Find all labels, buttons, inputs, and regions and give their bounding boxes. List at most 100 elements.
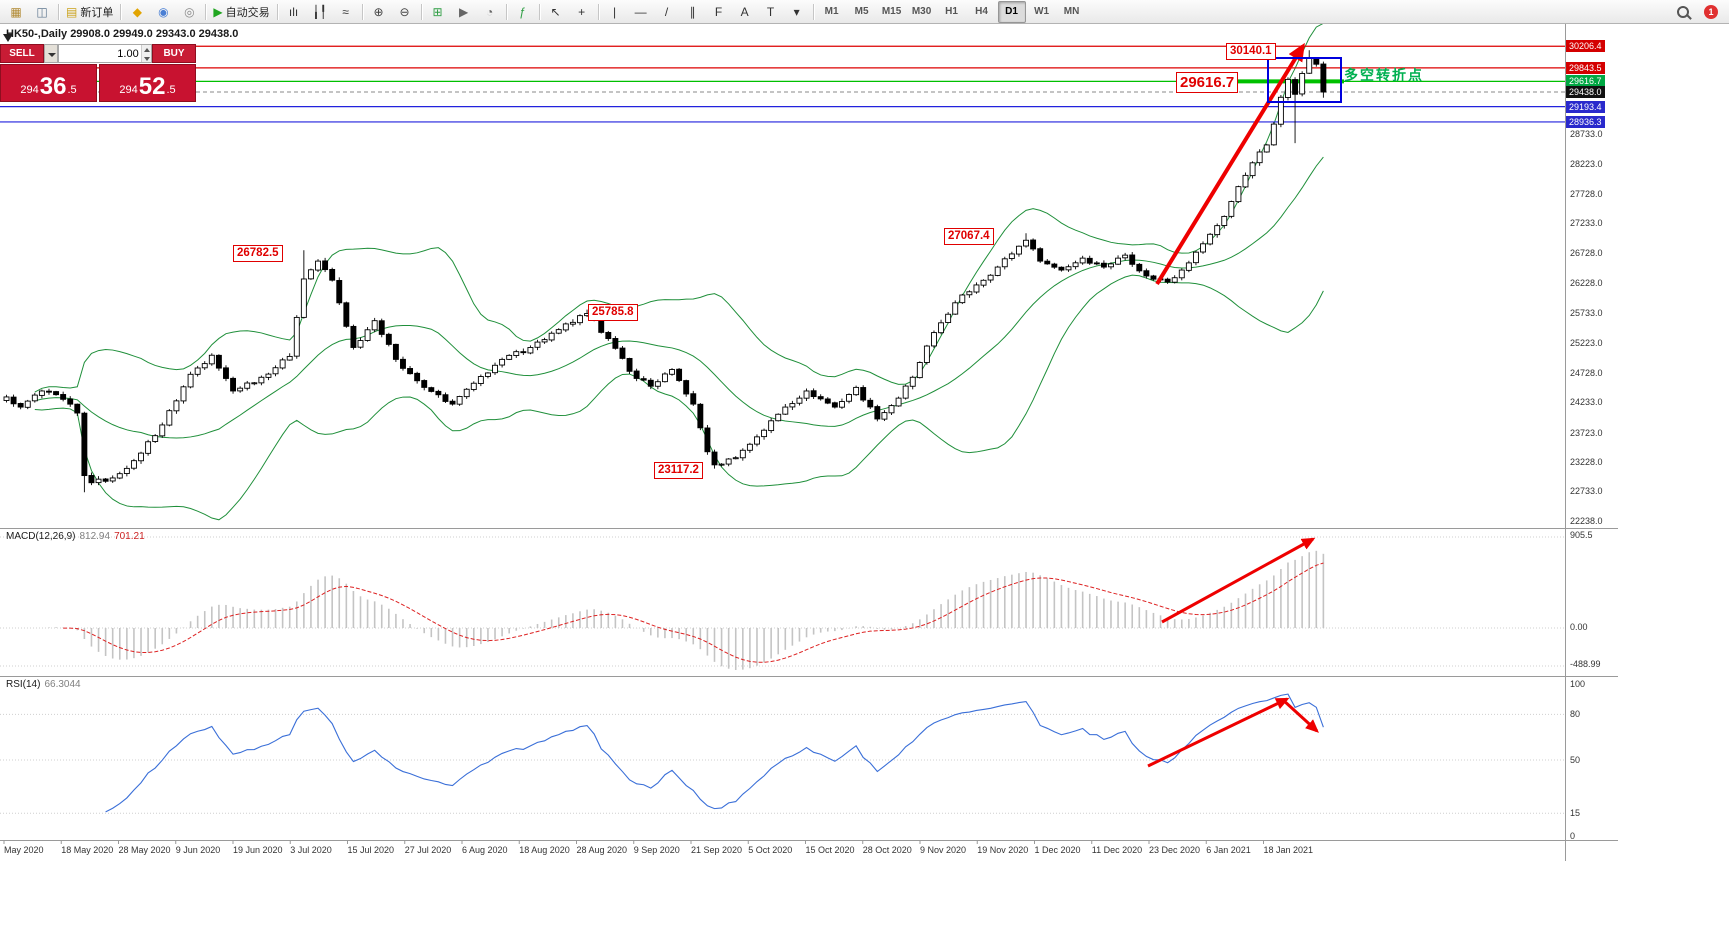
price-scale-label: 25223.0 [1570, 338, 1603, 349]
rsi-indicator-label: RSI(14) 66.3044 [6, 679, 81, 690]
chart-area[interactable] [0, 24, 1565, 840]
candle-chart-icon[interactable]: ╽╿ [312, 4, 327, 19]
price-tag: 30206.4 [1566, 40, 1605, 53]
line-chart-icon[interactable]: ≈ [342, 4, 349, 19]
price-scale-label: 28733.0 [1570, 129, 1603, 140]
order-type-dropdown[interactable] [44, 44, 58, 63]
price-scale-label: 27728.0 [1570, 188, 1603, 199]
shapes-icon[interactable]: ▾ [793, 4, 800, 19]
timeframe-m30[interactable]: M30 [911, 6, 932, 17]
new-order-button[interactable]: ▤ 新订单 [66, 4, 114, 19]
buy-button[interactable]: BUY [152, 44, 196, 63]
volume-up-button[interactable] [141, 45, 151, 54]
hline-icon[interactable]: — [634, 4, 647, 19]
date-label: 27 Jul 2020 [404, 845, 452, 855]
timeframe-m15[interactable]: M15 [881, 6, 902, 17]
timeframe-m1[interactable]: M1 [824, 6, 839, 17]
date-label: 18 Aug 2020 [519, 845, 570, 855]
chart-text-annotation: 多空转折点 [1344, 67, 1424, 83]
macd-scale-label: -488.99 [1570, 659, 1601, 669]
crosshair-icon[interactable]: + [578, 4, 586, 19]
one-click-icon[interactable]: ◆ [132, 4, 142, 19]
price-scale-label: 25733.0 [1570, 307, 1603, 318]
price-scale-label: 27233.0 [1570, 218, 1603, 229]
notifications-badge[interactable]: 1 [1704, 4, 1718, 19]
date-label: 6 Jan 2021 [1206, 845, 1251, 855]
timeframe-h1[interactable]: H1 [945, 6, 958, 17]
new-chart-icon[interactable]: ▦ [10, 4, 22, 19]
rsi-scale-label: 50 [1570, 755, 1581, 765]
volume-input[interactable] [59, 45, 141, 62]
chart-shift-icon[interactable]: ◔ [485, 4, 494, 19]
date-label: 28 May 2020 [118, 845, 171, 855]
date-label: May 2020 [4, 845, 44, 855]
date-label: 9 Sep 2020 [633, 845, 680, 855]
macd-indicator-label: MACD(12,26,9) 812.94 701.21 [6, 531, 145, 542]
date-label: 11 Dec 2020 [1091, 845, 1143, 855]
sell-price-button[interactable]: 294 36.5 [0, 64, 97, 102]
text-icon[interactable]: A [740, 4, 749, 19]
autotrade-button[interactable]: ▶ 自动交易 [213, 4, 270, 19]
price-annotation: 25785.8 [588, 304, 638, 321]
date-label: 9 Jun 2020 [175, 845, 221, 855]
timeframe-w1[interactable]: W1 [1034, 6, 1050, 17]
price-annotation: 23117.2 [654, 462, 703, 479]
price-tag: 29438.0 [1566, 86, 1605, 99]
rsi-scale-label: 100 [1570, 679, 1586, 689]
cursor-icon[interactable]: ↖ [550, 4, 561, 19]
timeframe-m5[interactable]: M5 [854, 6, 869, 17]
price-tag: 29843.5 [1566, 61, 1605, 74]
label-icon[interactable]: T [766, 4, 775, 19]
trendline-icon[interactable]: / [664, 4, 669, 19]
price-tag: 29616.7 [1566, 75, 1605, 88]
timeframe-h4[interactable]: H4 [975, 6, 988, 17]
toolbar: ▦ ◫ ▤ 新订单 ◆ ◉ ◎ ▶ 自动交易 ılı ╽╿ ≈ ⊕ ⊖ ⊞ ▶ ◔ ƒ ↖ + | — / ∥ F A T ▾ M1 M5… [0, 0, 1729, 24]
date-label: 19 Nov 2020 [977, 845, 1029, 855]
buy-price-button[interactable]: 294 52.5 [99, 64, 196, 102]
price-scale-label: 24728.0 [1570, 367, 1603, 378]
date-label: 19 Jun 2020 [233, 845, 283, 855]
date-label: 28 Oct 2020 [862, 845, 912, 855]
date-label: 15 Oct 2020 [805, 845, 855, 855]
date-label: 6 Aug 2020 [462, 845, 508, 855]
date-label: 5 Oct 2020 [748, 845, 793, 855]
date-label: 23 Dec 2020 [1149, 845, 1201, 855]
timeframe-d1[interactable]: D1 [997, 0, 1026, 23]
price-tag: 28936.3 [1566, 115, 1605, 128]
volume-down-button[interactable] [141, 53, 151, 62]
date-label: 21 Sep 2020 [691, 845, 743, 855]
indicators-icon[interactable]: ƒ [519, 4, 526, 19]
highlight-rectangle [1267, 57, 1342, 103]
depth-of-market-icon[interactable]: ◉ [158, 4, 169, 19]
price-scale-label: 24233.0 [1570, 397, 1603, 408]
rsi-scale-label: 80 [1570, 709, 1581, 720]
date-label: 18 May 2020 [61, 845, 114, 855]
price-annotation: 26782.5 [233, 245, 283, 262]
channel-icon[interactable]: ∥ [689, 4, 696, 19]
price-scale-label: 23723.0 [1570, 427, 1603, 438]
fibonacci-icon[interactable]: F [714, 4, 723, 19]
date-label: 1 Dec 2020 [1034, 845, 1081, 855]
price-scale-label: 26728.0 [1570, 248, 1603, 259]
tile-windows-icon[interactable]: ⊞ [432, 4, 443, 19]
rsi-scale-label: 15 [1570, 808, 1581, 819]
price-annotation: 30140.1 [1226, 43, 1276, 60]
sell-button[interactable]: SELL [0, 44, 44, 63]
price-scale-label: 26228.0 [1570, 278, 1603, 289]
auto-scroll-icon[interactable]: ▶ [458, 4, 469, 19]
date-label: 3 Jul 2020 [290, 845, 332, 855]
macd-scale-label: 0.00 [1570, 622, 1588, 632]
bar-chart-icon[interactable]: ılı [288, 4, 299, 19]
vline-icon[interactable]: | [613, 4, 617, 19]
time-axis: May 2020 18 May 2020 28 May 2020 9 Jun 2020… [0, 845, 1565, 859]
date-label: 28 Aug 2020 [576, 845, 628, 855]
sounds-icon[interactable]: ◎ [184, 4, 195, 19]
zoom-in-icon[interactable]: ⊕ [373, 4, 384, 19]
date-label: 15 Jul 2020 [347, 845, 395, 855]
zoom-out-icon[interactable]: ⊖ [399, 4, 410, 19]
search-icon[interactable] [1671, 1, 1695, 23]
profiles-icon[interactable]: ◫ [36, 4, 48, 19]
timeframe-mn[interactable]: MN [1063, 6, 1080, 17]
trade-panel-collapse-toggle[interactable] [3, 34, 13, 42]
